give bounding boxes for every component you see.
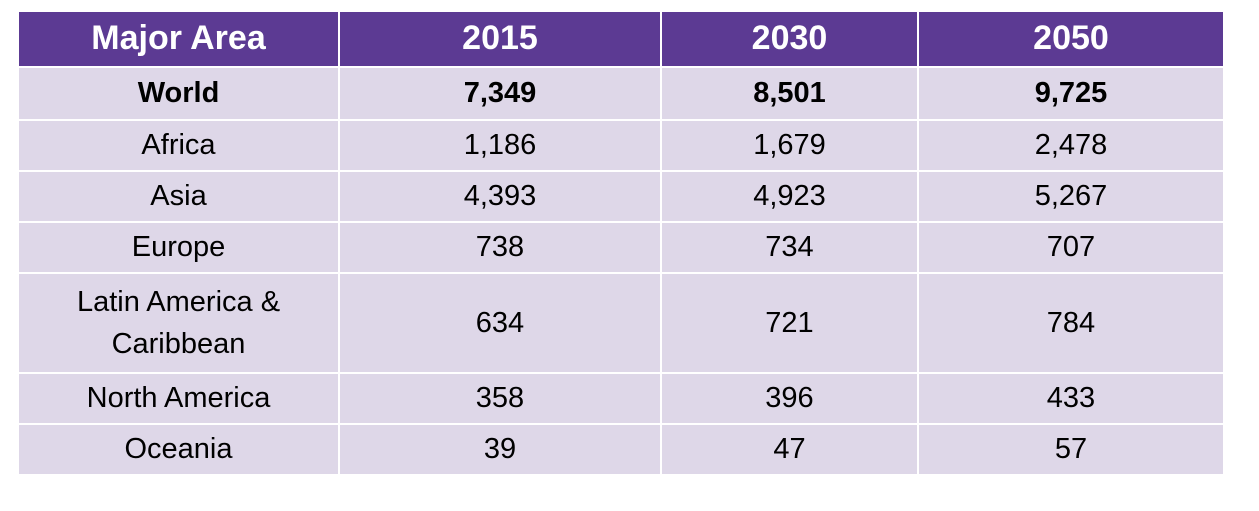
area-cell: World [17, 66, 340, 121]
table-row: Europe 738 734 707 [17, 221, 1225, 274]
value-cell: 7,349 [338, 66, 662, 121]
value-cell: 9,725 [917, 66, 1225, 121]
header-cell: 2015 [338, 10, 662, 68]
value-cell: 634 [338, 272, 662, 374]
area-cell: Latin America & Caribbean [17, 272, 340, 374]
value-cell: 358 [338, 372, 662, 425]
value-cell: 784 [917, 272, 1225, 374]
value-cell: 707 [917, 221, 1225, 274]
value-cell: 39 [338, 423, 662, 476]
value-cell: 4,923 [660, 170, 919, 223]
table-row: Oceania 39 47 57 [17, 423, 1225, 476]
value-cell: 57 [917, 423, 1225, 476]
area-cell: Oceania [17, 423, 340, 476]
value-cell: 721 [660, 272, 919, 374]
value-cell: 433 [917, 372, 1225, 425]
value-cell: 4,393 [338, 170, 662, 223]
header-cell: 2030 [660, 10, 919, 68]
value-cell: 1,679 [660, 119, 919, 172]
table-row: North America 358 396 433 [17, 372, 1225, 425]
area-cell: North America [17, 372, 340, 425]
header-cell: 2050 [917, 10, 1225, 68]
table-row: World 7,349 8,501 9,725 [17, 66, 1225, 121]
value-cell: 734 [660, 221, 919, 274]
header-row: Major Area 2015 2030 2050 [17, 10, 1225, 68]
value-cell: 47 [660, 423, 919, 476]
value-cell: 738 [338, 221, 662, 274]
header-cell: Major Area [17, 10, 340, 68]
value-cell: 396 [660, 372, 919, 425]
area-cell: Europe [17, 221, 340, 274]
value-cell: 5,267 [917, 170, 1225, 223]
value-cell: 8,501 [660, 66, 919, 121]
area-cell: Africa [17, 119, 340, 172]
value-cell: 2,478 [917, 119, 1225, 172]
value-cell: 1,186 [338, 119, 662, 172]
table-row: Africa 1,186 1,679 2,478 [17, 119, 1225, 172]
table-row: Asia 4,393 4,923 5,267 [17, 170, 1225, 223]
table-body: World 7,349 8,501 9,725 Africa 1,186 1,679 2,47… [17, 66, 1225, 476]
population-table: Major Area 2015 2030 2050 World 7,349 8,501 9,… [17, 10, 1225, 476]
table-row: Latin America & Caribbean 634 721 784 [17, 272, 1225, 374]
area-cell: Asia [17, 170, 340, 223]
